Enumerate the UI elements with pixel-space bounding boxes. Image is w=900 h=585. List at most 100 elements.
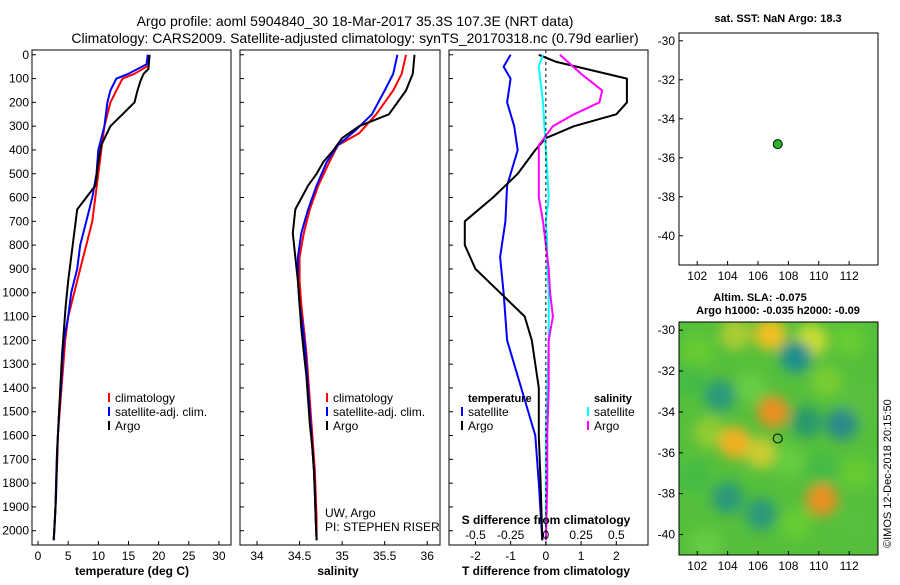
salinity-legend-satellite: satellite-adj. clim. bbox=[333, 405, 425, 419]
series-argo bbox=[291, 54, 416, 541]
diff-xlabel: T difference from climatology bbox=[462, 564, 630, 578]
lat-tick-label: -30 bbox=[658, 34, 676, 48]
depth-tick-label: 1900 bbox=[2, 500, 29, 514]
series-temperature-argo bbox=[463, 53, 628, 541]
lon-tick-label: 102 bbox=[687, 559, 707, 573]
lon-tick-label: 110 bbox=[809, 559, 828, 573]
map-sla-frame bbox=[678, 321, 879, 556]
depth-tick-label: 600 bbox=[9, 191, 29, 205]
depth-tick-label: 1300 bbox=[2, 357, 29, 371]
diff-legend-temp-argo: Argo bbox=[468, 419, 494, 433]
top-x-tick-label: 0 bbox=[543, 528, 550, 542]
sla-anomaly-blob bbox=[711, 481, 744, 514]
imos-credit: ©IMOS 12-Dec-2018 20:15:50 bbox=[882, 399, 894, 548]
sla-anomaly-blob bbox=[745, 498, 778, 531]
sla-anomaly-blob bbox=[719, 322, 752, 351]
x-tick-label: 35 bbox=[335, 549, 349, 563]
depth-tick-label: 1200 bbox=[2, 333, 29, 347]
depth-tick-label: 2000 bbox=[2, 524, 29, 538]
lon-tick-label: 108 bbox=[778, 559, 798, 573]
temperature-profile-chart: 0100200300400500600700800900100011001200… bbox=[2, 48, 232, 563]
salinity-xlabel: salinity bbox=[317, 564, 359, 578]
title-line-1: Argo profile: aoml 5904840_30 18-Mar-201… bbox=[137, 13, 574, 29]
sla-anomaly-blob bbox=[754, 322, 787, 351]
lat-tick-label: -38 bbox=[658, 487, 676, 501]
top-x-tick-label: -0.5 bbox=[465, 528, 486, 542]
depth-tick-label: 0 bbox=[22, 48, 29, 62]
depth-tick-label: 1800 bbox=[2, 476, 29, 490]
lat-tick-label: -40 bbox=[658, 528, 676, 542]
sla-anomaly-blob bbox=[840, 385, 873, 418]
depth-tick-label: 700 bbox=[9, 214, 29, 228]
depth-tick-label: 200 bbox=[9, 95, 29, 109]
lon-tick-label: 110 bbox=[809, 269, 828, 283]
x-tick-label: 10 bbox=[92, 549, 106, 563]
sla-anomaly-blob bbox=[805, 453, 838, 486]
lat-tick-label: -36 bbox=[658, 151, 676, 165]
sla-anomaly-blob bbox=[679, 461, 711, 494]
sla-anomaly-blob bbox=[772, 444, 805, 477]
sla-anomaly-blob bbox=[840, 457, 873, 490]
diff-legend-temperature-title: temperature bbox=[468, 393, 532, 405]
x-tick-label: 25 bbox=[182, 549, 196, 563]
temperature-legend-satellite: satellite-adj. clim. bbox=[115, 405, 207, 419]
lon-tick-label: 106 bbox=[748, 559, 768, 573]
top-x-tick-label: -0.25 bbox=[497, 528, 525, 542]
diff-legend-sal-argo: Argo bbox=[594, 419, 620, 433]
diff-legend-salinity-title: salinity bbox=[594, 393, 633, 405]
panel-sal-frame bbox=[239, 49, 441, 546]
top-x-tick-label: 0.5 bbox=[608, 528, 625, 542]
sst-map: 102 104 106 108 110 112 -30 -32 -34 -36 -38 -40 bbox=[658, 32, 879, 283]
depth-tick-label: 1700 bbox=[2, 452, 29, 466]
depth-tick-label: 300 bbox=[9, 119, 29, 133]
x-tick-label: 1 bbox=[578, 549, 585, 563]
lat-tick-label: -38 bbox=[658, 190, 676, 204]
sla-map-title-line-2: Argo h1000: -0.035 h2000: -0.09 bbox=[696, 305, 860, 317]
x-tick-label: 34 bbox=[250, 549, 264, 563]
argo-position-marker bbox=[772, 433, 783, 444]
sla-map: 102 104 106 108 110 112 -30 -32 -34 -36 -38 -40 bbox=[658, 321, 879, 573]
sla-anomaly-blob bbox=[810, 365, 843, 398]
sla-anomaly-blob bbox=[719, 426, 752, 459]
top-x-tick-label: 0.25 bbox=[569, 528, 593, 542]
sla-map-title-line-1: Altim. SLA: -0.075 bbox=[713, 292, 807, 304]
series-argo bbox=[52, 54, 151, 541]
difference-profile-chart: -2 -1 0 1 2 -0.5 -0.25 0 0.25 0.5 bbox=[448, 49, 649, 563]
title-line-2: Climatology: CARS2009. Satellite-adjuste… bbox=[71, 30, 638, 46]
sla-anomaly-blob bbox=[779, 340, 812, 373]
diff-top-xlabel: S difference from climatology bbox=[462, 513, 631, 527]
lat-tick-label: -32 bbox=[658, 73, 676, 87]
sla-anomaly-blob bbox=[805, 483, 838, 516]
sla-anomaly-blob bbox=[757, 395, 790, 428]
x-tick-label: 35.5 bbox=[373, 549, 397, 563]
sla-anomaly-blob bbox=[840, 508, 873, 541]
sla-field bbox=[679, 322, 873, 555]
depth-tick-label: 400 bbox=[9, 143, 29, 157]
salinity-credit-line-2: PI: STEPHEN RISER bbox=[325, 520, 440, 534]
x-tick-label: 20 bbox=[152, 549, 166, 563]
sst-map-title: sat. SST: NaN Argo: 18.3 bbox=[714, 13, 841, 25]
lon-tick-label: 108 bbox=[778, 269, 798, 283]
x-tick-label: 2 bbox=[613, 549, 620, 563]
series-temperature-satellite bbox=[499, 54, 544, 541]
salinity-credit-line-1: UW, Argo bbox=[325, 506, 376, 520]
sla-anomaly-blob bbox=[679, 365, 706, 398]
sla-anomaly-blob bbox=[779, 508, 812, 541]
lat-tick-label: -30 bbox=[658, 323, 676, 337]
lon-tick-label: 112 bbox=[840, 269, 859, 283]
x-tick-label: -2 bbox=[470, 549, 481, 563]
lon-tick-label: 104 bbox=[718, 559, 738, 573]
depth-tick-label: 100 bbox=[9, 72, 29, 86]
x-tick-label: 15 bbox=[122, 549, 136, 563]
argo-position-marker bbox=[772, 139, 783, 150]
sla-anomaly-blob bbox=[833, 324, 866, 357]
salinity-profile-chart: 34 34.5 35 35.5 36 bbox=[239, 49, 441, 563]
salinity-legend-climatology: climatology bbox=[333, 391, 393, 405]
x-tick-label: -1 bbox=[505, 549, 516, 563]
temperature-xlabel: temperature (deg C) bbox=[75, 564, 189, 578]
temperature-legend-argo: Argo bbox=[115, 419, 141, 433]
x-tick-label: 0 bbox=[35, 549, 42, 563]
x-tick-label: 0 bbox=[543, 549, 550, 563]
x-tick-label: 5 bbox=[65, 549, 72, 563]
